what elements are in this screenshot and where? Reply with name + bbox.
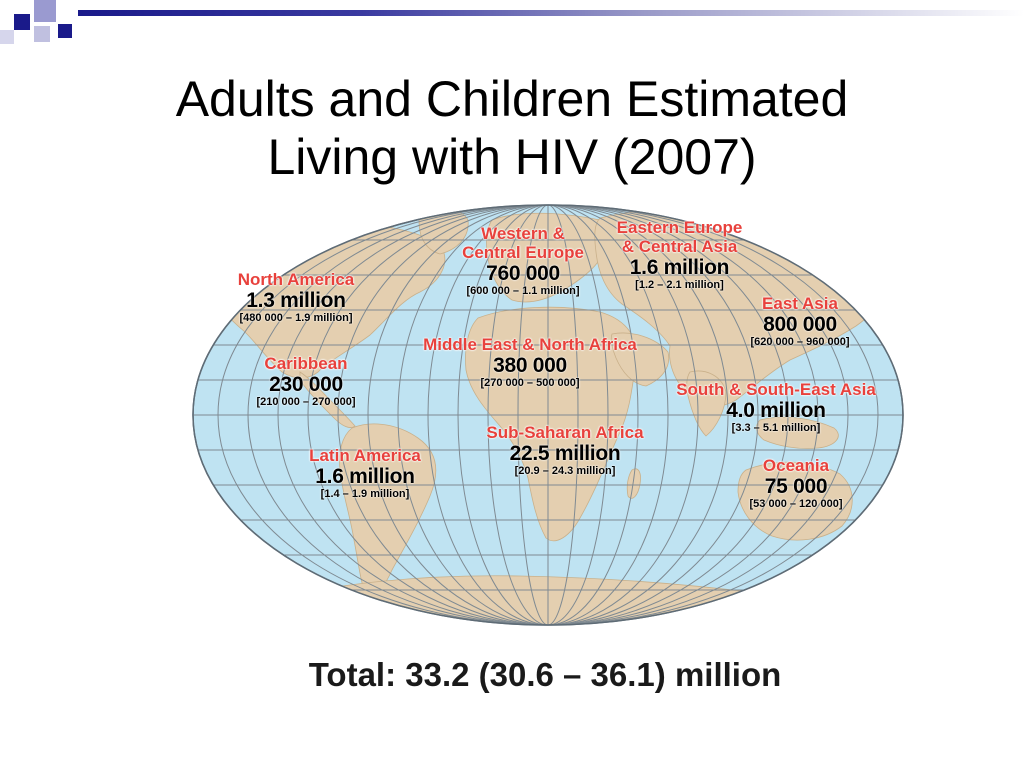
region-value: 1.6 million bbox=[295, 465, 435, 488]
land-antarctica bbox=[229, 576, 880, 640]
region-range: [1.4 – 1.9 million] bbox=[295, 488, 435, 501]
region-name: Middle East & North Africa bbox=[405, 335, 655, 354]
region-value: 230 000 bbox=[236, 373, 376, 396]
region-value: 1.3 million bbox=[226, 289, 366, 312]
region-value: 22.5 million bbox=[470, 442, 660, 465]
region-east-asia: East Asia 800 000 [620 000 – 960 000] bbox=[730, 294, 870, 349]
region-range: [480 000 – 1.9 million] bbox=[226, 312, 366, 325]
region-latin-america: Latin America 1.6 million [1.4 – 1.9 mil… bbox=[295, 446, 435, 501]
region-value: 75 000 bbox=[726, 475, 866, 498]
region-name-line-2: Central Europe bbox=[448, 243, 598, 262]
region-name: East Asia bbox=[730, 294, 870, 313]
region-western-central-europe: Western & Central Europe 760 000 [600 00… bbox=[448, 224, 598, 298]
region-value: 1.6 million bbox=[602, 256, 757, 279]
region-sub-saharan-africa: Sub-Saharan Africa 22.5 million [20.9 – … bbox=[470, 423, 660, 478]
region-name: Oceania bbox=[726, 456, 866, 475]
region-range: [53 000 – 120 000] bbox=[726, 498, 866, 511]
region-middle-east-north-africa: Middle East & North Africa 380 000 [270 … bbox=[405, 335, 655, 390]
region-value: 380 000 bbox=[405, 354, 655, 377]
region-name-line-1: Eastern Europe bbox=[602, 218, 757, 237]
region-value: 4.0 million bbox=[660, 399, 892, 422]
region-value: 760 000 bbox=[448, 262, 598, 285]
region-caribbean: Caribbean 230 000 [210 000 – 270 000] bbox=[236, 354, 376, 409]
region-name: Latin America bbox=[295, 446, 435, 465]
region-name: North America bbox=[226, 270, 366, 289]
region-range: [620 000 – 960 000] bbox=[730, 336, 870, 349]
region-range: [3.3 – 5.1 million] bbox=[660, 422, 892, 435]
region-name-line-1: Western & bbox=[448, 224, 598, 243]
region-range: [20.9 – 24.3 million] bbox=[470, 465, 660, 478]
region-name: Caribbean bbox=[236, 354, 376, 373]
region-name: South & South-East Asia bbox=[660, 380, 892, 399]
region-north-america: North America 1.3 million [480 000 – 1.9… bbox=[226, 270, 366, 325]
region-range: [270 000 – 500 000] bbox=[405, 377, 655, 390]
region-range: [600 000 – 1.1 million] bbox=[448, 285, 598, 298]
region-south-south-east-asia: South & South-East Asia 4.0 million [3.3… bbox=[660, 380, 892, 435]
region-name: Sub-Saharan Africa bbox=[470, 423, 660, 442]
region-range: [1.2 – 2.1 million] bbox=[602, 279, 757, 292]
land-new-zealand bbox=[863, 527, 878, 548]
region-eastern-europe-central-asia: Eastern Europe & Central Asia 1.6 millio… bbox=[602, 218, 757, 292]
region-name-line-2: & Central Asia bbox=[602, 237, 757, 256]
region-oceania: Oceania 75 000 [53 000 – 120 000] bbox=[726, 456, 866, 511]
region-value: 800 000 bbox=[730, 313, 870, 336]
total-estimate: Total: 33.2 (30.6 – 36.1) million bbox=[0, 656, 1024, 694]
region-range: [210 000 – 270 000] bbox=[236, 396, 376, 409]
